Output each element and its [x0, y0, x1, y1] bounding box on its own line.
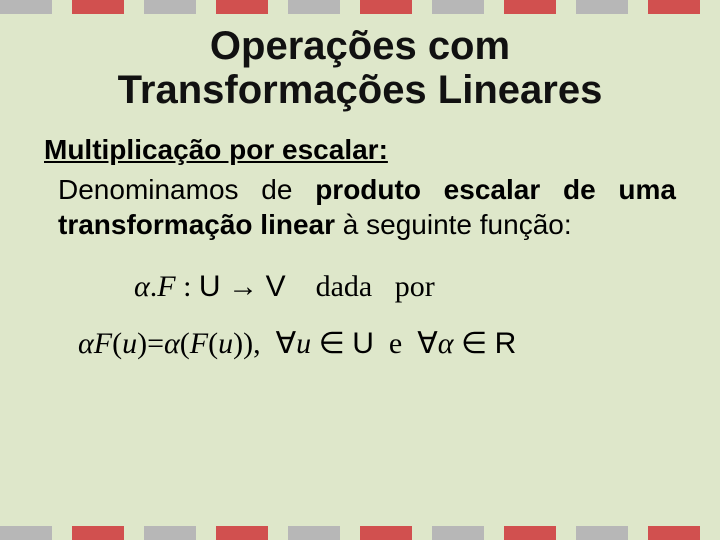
- border-dash: [124, 526, 144, 540]
- f2-sp3: [402, 327, 417, 360]
- border-dash: [628, 526, 648, 540]
- f2-rp1: ): [137, 327, 147, 360]
- f2-rp2: ): [243, 327, 253, 360]
- border-dash: [216, 0, 268, 14]
- border-dash: [700, 526, 720, 540]
- f2-sp2: [374, 327, 389, 360]
- f1-U: U: [199, 270, 221, 303]
- f2-in2: ∈: [454, 327, 495, 360]
- border-dash: [504, 526, 556, 540]
- f2-lp2: (: [180, 327, 190, 360]
- formula-line-1: α.F : U → V dada por: [134, 270, 676, 304]
- f2-R: R: [495, 327, 517, 360]
- border-dash: [144, 0, 196, 14]
- border-dash: [484, 0, 504, 14]
- f1-por: por: [395, 270, 435, 303]
- border-dash: [360, 526, 412, 540]
- slide: Operações com Transformações Lineares Mu…: [0, 0, 720, 540]
- border-dash: [268, 526, 288, 540]
- border-dash: [288, 526, 340, 540]
- border-dash: [648, 0, 700, 14]
- border-dash: [340, 0, 360, 14]
- border-dash: [576, 0, 628, 14]
- border-dash: [196, 526, 216, 540]
- border-dash: [124, 0, 144, 14]
- border-dash: [340, 526, 360, 540]
- border-dash: [648, 526, 700, 540]
- f1-F: F: [157, 270, 175, 303]
- formula-block: α.F : U → V dada por αF(u)=α(F(u)), ∀u ∈…: [44, 270, 676, 361]
- f2-F2: F: [190, 327, 208, 360]
- border-dash: [432, 0, 484, 14]
- f1-alpha: α: [134, 270, 150, 303]
- body-post: à seguinte função:: [335, 209, 572, 240]
- f2-U2: U: [352, 327, 374, 360]
- f1-V: V: [266, 270, 286, 303]
- f1-gap2: [372, 270, 395, 303]
- f2-u3: u: [296, 327, 311, 360]
- f2-comma: ,: [253, 327, 261, 360]
- f2-eq: =: [147, 327, 164, 360]
- content-area: Operações com Transformações Lineares Mu…: [0, 14, 720, 526]
- f2-e: e: [389, 327, 402, 360]
- border-dash: [72, 0, 124, 14]
- f1-dada: dada: [316, 270, 373, 303]
- border-dash: [52, 0, 72, 14]
- f2-sp1: [261, 327, 276, 360]
- border-dash: [0, 0, 52, 14]
- border-dash: [268, 0, 288, 14]
- f1-colon: :: [176, 270, 199, 303]
- f2-lp1: (: [112, 327, 122, 360]
- border-dash: [576, 526, 628, 540]
- f2-u2: u: [218, 327, 233, 360]
- border-dash: [484, 526, 504, 540]
- border-dash: [432, 526, 484, 540]
- body-pre: Denominamos de: [58, 174, 315, 205]
- f2-lp3: (: [208, 327, 218, 360]
- border-dash: [700, 0, 720, 14]
- f1-gap: [286, 270, 316, 303]
- subheading: Multiplicação por escalar:: [44, 134, 676, 166]
- border-dash: [72, 526, 124, 540]
- f2-u1: u: [122, 327, 137, 360]
- f2-F1: F: [94, 327, 112, 360]
- body-text: Denominamos de produto escalar de uma tr…: [44, 172, 676, 242]
- border-dash: [288, 0, 340, 14]
- border-dash: [556, 526, 576, 540]
- border-dash: [412, 526, 432, 540]
- border-dash: [360, 0, 412, 14]
- border-dash: [412, 0, 432, 14]
- bottom-border: [0, 526, 720, 540]
- title-line2: Transformações Lineares: [118, 68, 603, 112]
- f2-rp3: ): [233, 327, 243, 360]
- f2-forall1: ∀: [276, 327, 297, 360]
- border-dash: [196, 0, 216, 14]
- border-dash: [144, 526, 196, 540]
- border-dash: [628, 0, 648, 14]
- border-dash: [0, 526, 52, 540]
- border-dash: [504, 0, 556, 14]
- f2-alpha3: α: [438, 327, 454, 360]
- border-dash: [216, 526, 268, 540]
- slide-title: Operações com Transformações Lineares: [44, 24, 676, 112]
- f2-in1: ∈: [311, 327, 352, 360]
- top-border: [0, 0, 720, 14]
- border-dash: [52, 526, 72, 540]
- f2-alpha2: α: [164, 327, 180, 360]
- f2-alpha1: α: [78, 327, 94, 360]
- title-line1: Operações com: [210, 24, 510, 68]
- formula-line-2: αF(u)=α(F(u)), ∀u ∈ U e ∀α ∈ R: [78, 326, 676, 361]
- border-dash: [556, 0, 576, 14]
- f1-arrow: →: [221, 270, 266, 303]
- f2-forall2: ∀: [417, 327, 438, 360]
